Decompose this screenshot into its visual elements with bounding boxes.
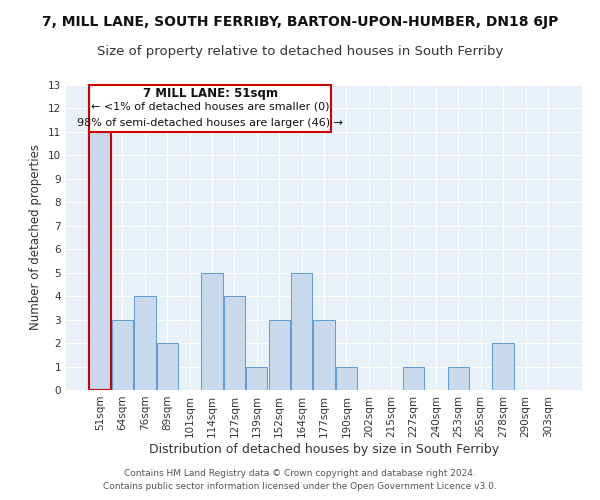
Y-axis label: Number of detached properties: Number of detached properties [29, 144, 43, 330]
Text: Size of property relative to detached houses in South Ferriby: Size of property relative to detached ho… [97, 45, 503, 58]
Text: 7, MILL LANE, SOUTH FERRIBY, BARTON-UPON-HUMBER, DN18 6JP: 7, MILL LANE, SOUTH FERRIBY, BARTON-UPON… [42, 15, 558, 29]
Bar [448, 366, 469, 390]
Bar [89, 132, 111, 390]
Bar [269, 320, 290, 390]
Text: 98% of semi-detached houses are larger (46) →: 98% of semi-detached houses are larger (… [77, 118, 343, 128]
Text: Contains public sector information licensed under the Open Government Licence v3: Contains public sector information licen… [103, 482, 497, 491]
X-axis label: Distribution of detached houses by size in South Ferriby: Distribution of detached houses by size … [149, 442, 499, 456]
Text: Contains HM Land Registry data © Crown copyright and database right 2024.: Contains HM Land Registry data © Crown c… [124, 468, 476, 477]
Bar [157, 343, 178, 390]
Bar [134, 296, 155, 390]
Bar [112, 320, 133, 390]
Bar [493, 343, 514, 390]
Bar [202, 272, 223, 390]
Bar [246, 366, 268, 390]
Text: 7 MILL LANE: 51sqm: 7 MILL LANE: 51sqm [143, 86, 278, 100]
Bar [403, 366, 424, 390]
FancyBboxPatch shape [89, 85, 331, 132]
Bar [336, 366, 357, 390]
Bar [313, 320, 335, 390]
Bar [291, 272, 312, 390]
Text: ← <1% of detached houses are smaller (0): ← <1% of detached houses are smaller (0) [91, 101, 329, 111]
Bar [224, 296, 245, 390]
